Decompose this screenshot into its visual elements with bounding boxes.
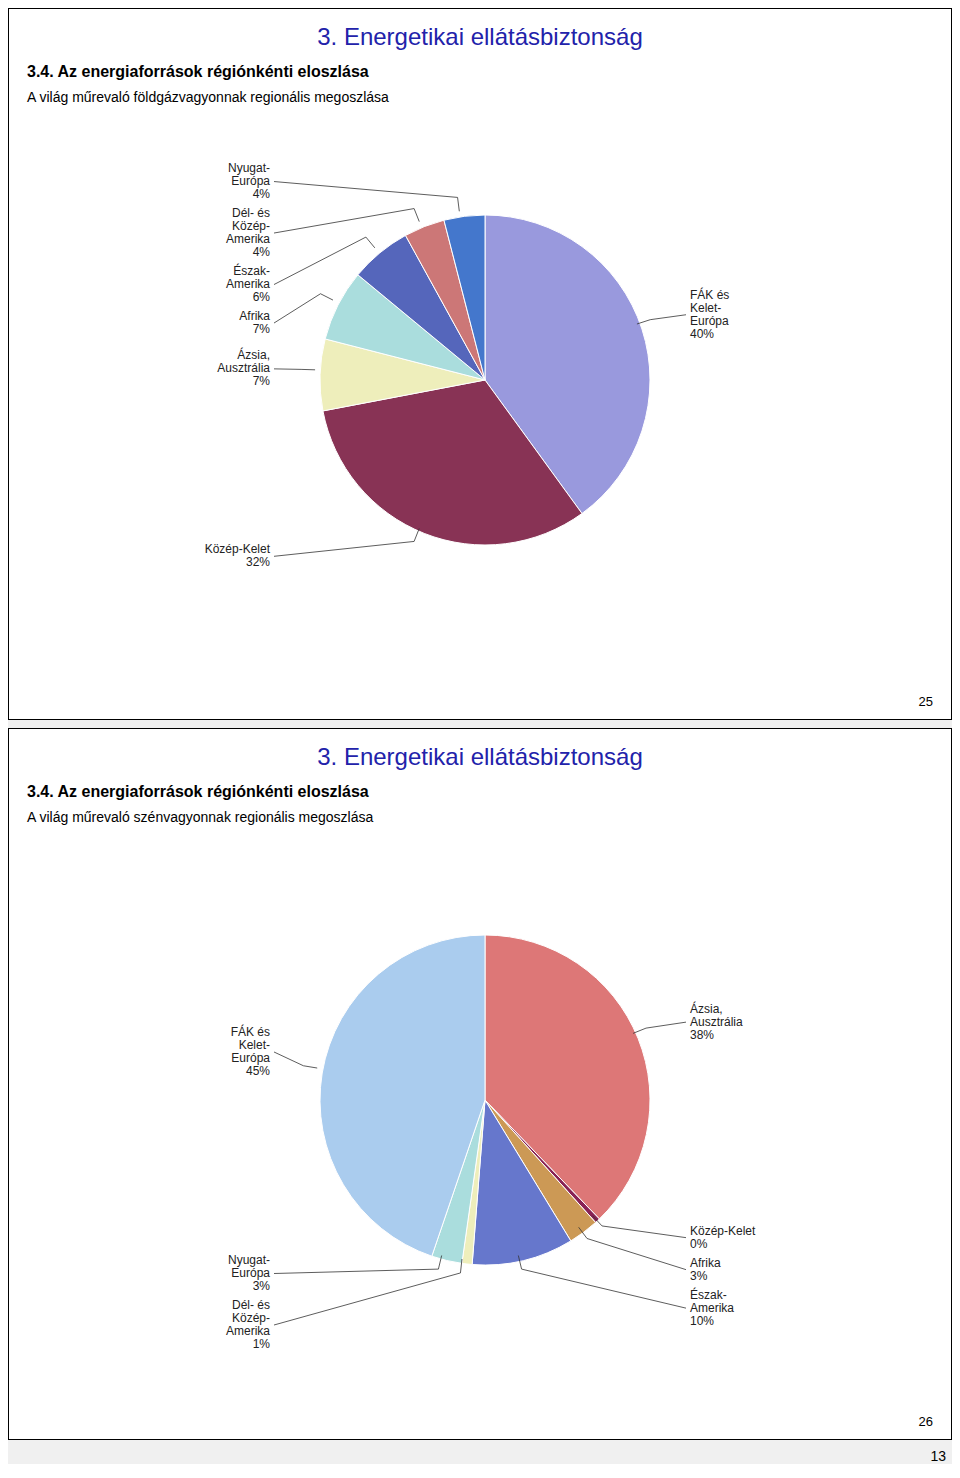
svg-text:Afrika3%: Afrika3% [690, 1256, 721, 1283]
html-text:3. Energetikai ellátásbiztonsá: 3. Energetikai ellátásbiztonság [317, 743, 643, 770]
svg-text:Ázsia,Ausztrália38%: Ázsia,Ausztrália38% [690, 1001, 743, 1042]
svg-text:Afrika7%: Afrika7% [239, 309, 270, 336]
html-text:A világ műrevaló szénvagyonnak: A világ műrevaló szénvagyonnak regionáli… [27, 809, 374, 825]
html-text:A világ műrevaló földgázvagyon: A világ műrevaló földgázvagyonnak region… [27, 89, 389, 105]
svg-text:FÁK ésKelet-Európa40%: FÁK ésKelet-Európa40% [690, 287, 729, 341]
svg-text:Észak-Amerika10%: Észak-Amerika10% [690, 1287, 734, 1328]
svg-text:Közép-Kelet0%: Közép-Kelet0% [690, 1224, 756, 1251]
svg-text:Dél- ésKözép-Amerika1%: Dél- ésKözép-Amerika1% [226, 1298, 270, 1351]
svg-text:Dél- ésKözép-Amerika4%: Dél- ésKözép-Amerika4% [226, 206, 270, 259]
svg-text:FÁK ésKelet-Európa45%: FÁK ésKelet-Európa45% [231, 1024, 271, 1078]
html-text:3.4. Az energiaforrások régión: 3.4. Az energiaforrások régiónkénti elos… [27, 63, 369, 80]
svg-text:Észak-Amerika6%: Észak-Amerika6% [226, 263, 270, 304]
html-text:3.4. Az energiaforrások régión: 3.4. Az energiaforrások régiónkénti elos… [27, 783, 369, 800]
svg-text:Közép-Kelet32%: Közép-Kelet32% [205, 542, 271, 569]
svg-text:Nyugat-Európa4%: Nyugat-Európa4% [228, 161, 270, 201]
svg-text:Nyugat-Európa3%: Nyugat-Európa3% [228, 1253, 270, 1293]
html-text:25: 25 [918, 694, 933, 709]
html-text:26: 26 [918, 1414, 933, 1429]
html-text:3. Energetikai ellátásbiztonsá: 3. Energetikai ellátásbiztonság [317, 23, 643, 50]
svg-text:Ázsia,Ausztrália7%: Ázsia,Ausztrália7% [217, 347, 270, 388]
html-text:13: 13 [930, 1448, 946, 1464]
